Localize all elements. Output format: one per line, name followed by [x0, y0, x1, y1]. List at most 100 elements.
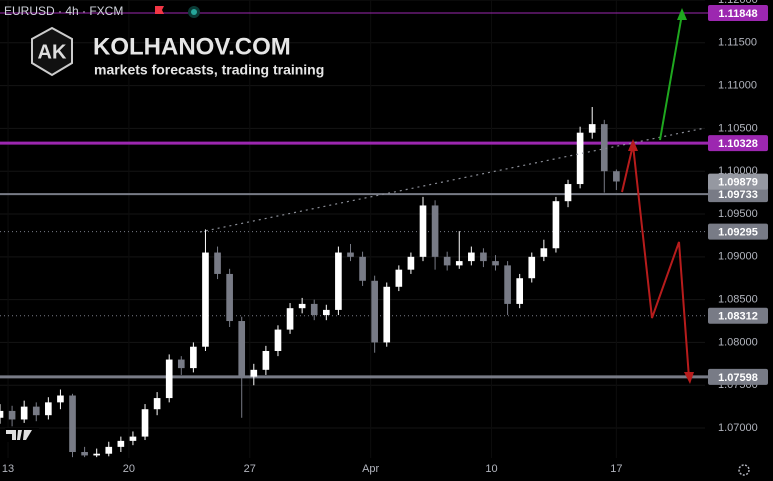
- candle-body: [165, 359, 173, 399]
- candle-body: [226, 273, 233, 322]
- candle-body: [371, 280, 378, 343]
- x-tick-label: Apr: [362, 463, 379, 475]
- candle-body: [8, 410, 16, 420]
- forecast-arrows: [621, 8, 694, 384]
- candle-body: [419, 205, 427, 257]
- candle-body: [383, 286, 391, 343]
- logo-badge: [31, 26, 73, 77]
- logo-text: AK: [38, 41, 67, 63]
- candle-body: [298, 303, 306, 309]
- logo: AK KOLHANOV.COM markets forecasts, tradi…: [31, 26, 324, 78]
- candle-body: [613, 171, 620, 182]
- candle-body: [0, 410, 4, 418]
- trend-line: [199, 127, 706, 233]
- candle-body: [20, 406, 28, 420]
- candle-body: [45, 402, 52, 416]
- candle-body: [32, 406, 40, 416]
- candle-body: [359, 256, 366, 281]
- candle-body: [153, 398, 161, 410]
- candle-body: [214, 252, 221, 274]
- tv-logo: [6, 430, 32, 440]
- y-tick-label: 1.09500: [718, 208, 758, 220]
- price-label-box: [708, 135, 768, 152]
- candle-body: [117, 440, 125, 447]
- candle-body: [69, 395, 76, 453]
- price-label: 1.10328: [718, 138, 758, 150]
- candle-body: [190, 346, 197, 369]
- x-tick-label: 13: [2, 463, 14, 475]
- candle-body: [588, 124, 596, 133]
- candle-body: [480, 252, 487, 262]
- price-label-box: [708, 186, 768, 203]
- candle-body: [600, 124, 608, 172]
- candle-body: [576, 132, 584, 185]
- x-tick-label: 17: [610, 463, 622, 475]
- candle-body: [141, 409, 149, 437]
- candle-body: [57, 395, 64, 403]
- y-tick-label: 1.09000: [718, 251, 758, 263]
- price-label: 1.11848: [718, 8, 757, 20]
- candle-body: [202, 252, 209, 347]
- y-tick-label: 1.10500: [718, 122, 758, 134]
- y-tick-label: 1.11500: [718, 37, 757, 49]
- candle-body: [504, 265, 511, 304]
- levels: [0, 12, 709, 379]
- price-label-box: [708, 5, 768, 22]
- y-tick-label: 1.08000: [718, 336, 758, 348]
- y-tick-label: 1.07000: [718, 422, 758, 434]
- candle-body: [274, 329, 282, 351]
- down-arrow-head: [628, 139, 638, 151]
- candle-body: [177, 359, 185, 369]
- candle-body: [286, 308, 294, 330]
- candle-body: [250, 369, 258, 377]
- candle-body: [540, 248, 548, 257]
- down-arrow: [621, 144, 690, 379]
- candle-body: [516, 278, 524, 304]
- candle-body: [105, 446, 113, 454]
- price-label: 1.09295: [718, 226, 758, 238]
- candle-body: [322, 309, 330, 316]
- price-label: 1.07598: [718, 372, 758, 384]
- candle-body: [347, 252, 354, 257]
- candle-body: [81, 452, 88, 456]
- price-label-box: [708, 173, 768, 190]
- price-label-box: [708, 368, 768, 385]
- candle-body: [335, 252, 342, 310]
- settings-icon: [738, 464, 750, 476]
- price-label: 1.09733: [718, 189, 758, 201]
- candle-body: [492, 261, 499, 266]
- candle-body: [455, 261, 463, 266]
- status-dot-core: [191, 9, 197, 15]
- candle-body: [310, 303, 318, 316]
- candle-body: [528, 256, 536, 279]
- candle-body: [552, 201, 560, 249]
- brand-tagline: markets forecasts, trading training: [94, 62, 324, 78]
- candle-body: [443, 256, 451, 266]
- price-label: 1.09879: [718, 176, 758, 188]
- y-tick-label: 1.12000: [718, 0, 758, 6]
- candles: [0, 107, 620, 458]
- candle-body: [129, 436, 137, 441]
- x-tick-label: 27: [244, 463, 256, 475]
- candle-body: [238, 321, 246, 377]
- x-tick-label: 10: [485, 463, 497, 475]
- grid: 1.070001.075001.080001.085001.090001.095…: [0, 0, 758, 475]
- x-tick-label: 20: [123, 463, 135, 475]
- y-tick-label: 1.11000: [718, 80, 757, 92]
- candle-body: [431, 205, 439, 257]
- down-arrow-head: [684, 372, 694, 384]
- candle-body: [93, 453, 101, 456]
- symbol-title: EURUSD · 4h · FXCM: [4, 4, 123, 18]
- up-arrow-head: [677, 8, 687, 20]
- candle-body: [407, 256, 415, 270]
- y-tick-label: 1.08500: [718, 294, 758, 306]
- price-label: 1.08312: [718, 311, 758, 323]
- candle-body: [564, 184, 572, 202]
- brand-name: KOLHANOV.COM: [93, 33, 291, 60]
- up-arrow: [659, 13, 683, 141]
- candle-body: [395, 269, 403, 287]
- price-label-box: [708, 223, 768, 240]
- candle-body: [468, 252, 475, 262]
